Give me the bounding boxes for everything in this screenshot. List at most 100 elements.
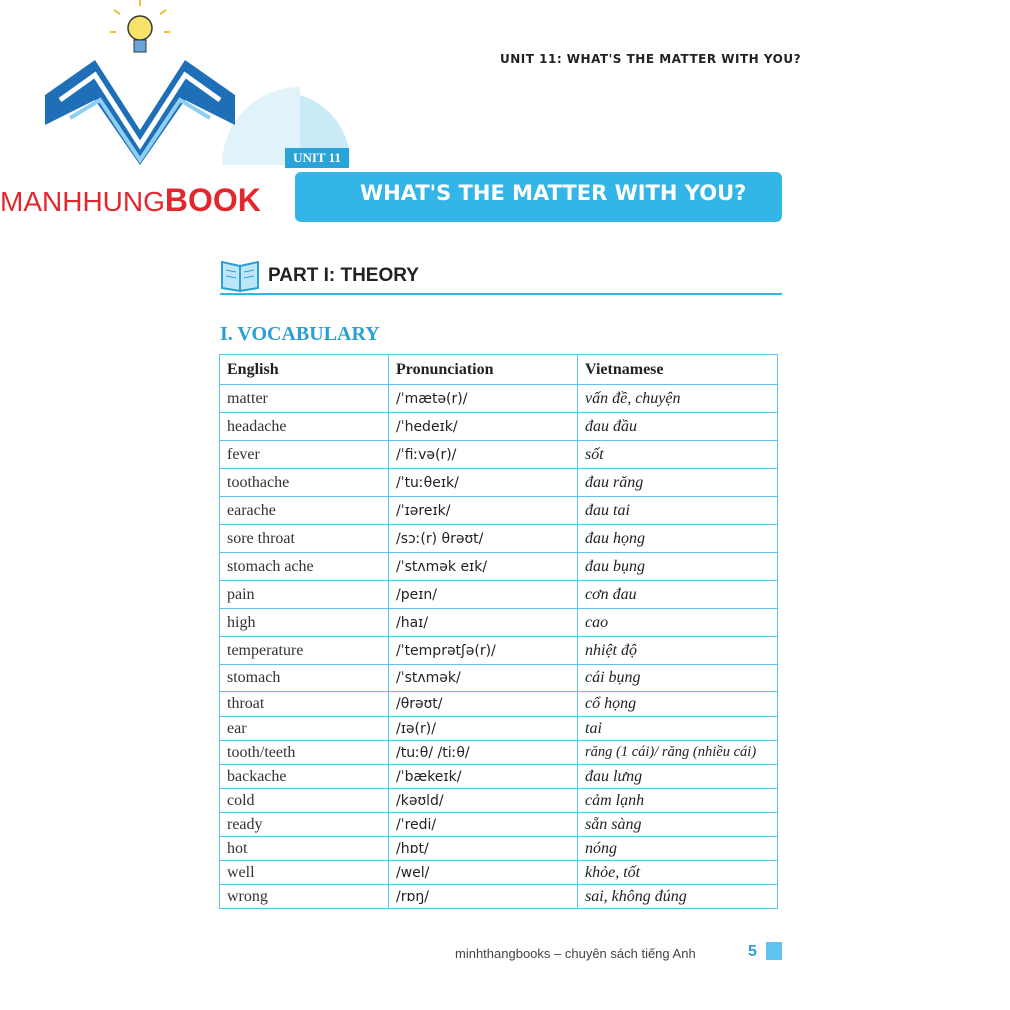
table-cell: fever — [219, 440, 389, 469]
column-header: English — [219, 354, 389, 385]
table-cell: toothache — [219, 468, 389, 497]
brand-right: BOOK — [164, 182, 261, 218]
table-cell: earache — [219, 496, 389, 525]
table-cell: tai — [577, 716, 778, 741]
unit-tag: UNIT 11 — [285, 148, 349, 168]
table-cell: /kəʊld/ — [388, 788, 578, 813]
table-cell: headache — [219, 412, 389, 441]
table-row: fever/ˈfiːvə(r)/sốt — [219, 440, 778, 469]
table-cell: ear — [219, 716, 389, 741]
table-cell: đau họng — [577, 524, 778, 553]
table-row: headache/ˈhedeɪk/đau đầu — [219, 412, 778, 441]
table-cell: cao — [577, 608, 778, 637]
footer-text: minhthangbooks – chuyên sách tiếng Anh — [455, 946, 696, 961]
table-cell: nóng — [577, 836, 778, 861]
book-icon — [221, 260, 259, 292]
part-title: PART I: THEORY — [268, 265, 419, 286]
table-row: sore throat/sɔː(r) θrəʊt/đau họng — [219, 524, 778, 553]
table-cell: cái bụng — [577, 664, 778, 692]
table-row: ready/ˈredi/sẵn sàng — [219, 812, 778, 837]
table-row: ear/ɪə(r)/tai — [219, 716, 778, 741]
table-cell: stomach ache — [219, 552, 389, 581]
table-cell: /ɪə(r)/ — [388, 716, 578, 741]
table-row: matter/ˈmætə(r)/vấn đề, chuyện — [219, 384, 778, 413]
table-row: well/wel/khỏe, tốt — [219, 860, 778, 885]
table-cell: /ˈstʌmək/ — [388, 664, 578, 692]
vocab-table: English Pronunciation Vietnamese matter/ˈmæ… — [219, 354, 778, 909]
table-cell: khỏe, tốt — [577, 860, 778, 885]
table-cell: tooth/teeth — [219, 740, 389, 765]
table-cell: đau đầu — [577, 412, 778, 441]
table-row: cold/kəʊld/cảm lạnh — [219, 788, 778, 813]
table-cell: high — [219, 608, 389, 637]
header-row: English Pronunciation Vietnamese — [219, 354, 778, 385]
table-cell: /rɒŋ/ — [388, 884, 578, 909]
table-cell: răng (1 cái)/ răng (nhiều cái) — [577, 740, 778, 765]
table-cell: nhiệt độ — [577, 636, 778, 665]
subsection-title: I. VOCABULARY — [220, 323, 380, 345]
table-cell: backache — [219, 764, 389, 789]
table-row: temperature/ˈtemprətʃə(r)/nhiệt độ — [219, 636, 778, 665]
table-cell: stomach — [219, 664, 389, 692]
table-row: tooth/teeth/tuːθ/ /tiːθ/răng (1 cái)/ ră… — [219, 740, 778, 765]
table-row: wrong/rɒŋ/sai, không đúng — [219, 884, 778, 909]
table-cell: /ˈbækeɪk/ — [388, 764, 578, 789]
table-row: high/haɪ/cao — [219, 608, 778, 637]
banner — [295, 172, 782, 222]
table-cell: /ˈmætə(r)/ — [388, 384, 578, 413]
table-cell: throat — [219, 691, 389, 717]
table-row: pain/peɪn/cơn đau — [219, 580, 778, 609]
table-row: backache/ˈbækeɪk/đau lưng — [219, 764, 778, 789]
table-cell: sẵn sàng — [577, 812, 778, 837]
table-cell: /sɔː(r) θrəʊt/ — [388, 524, 578, 553]
table-cell: /tuːθ/ /tiːθ/ — [388, 740, 578, 765]
table-cell: sai, không đúng — [577, 884, 778, 909]
page-marker — [766, 942, 782, 960]
table-cell: đau răng — [577, 468, 778, 497]
table-cell: sore throat — [219, 524, 389, 553]
table-cell: temperature — [219, 636, 389, 665]
table-cell: /ˈtemprətʃə(r)/ — [388, 636, 578, 665]
logo-art — [45, 0, 351, 165]
table-cell: /peɪn/ — [388, 580, 578, 609]
column-header: Vietnamese — [577, 354, 778, 385]
running-title: UNIT 11: WHAT'S THE MATTER WITH YOU? — [500, 52, 802, 66]
table-cell: well — [219, 860, 389, 885]
column-header: Pronunciation — [388, 354, 578, 385]
divider — [220, 293, 782, 295]
table-cell: wrong — [219, 884, 389, 909]
table-cell: cảm lạnh — [577, 788, 778, 813]
table-cell: /wel/ — [388, 860, 578, 885]
table-cell: vấn đề, chuyện — [577, 384, 778, 413]
table-row: toothache/ˈtuːθeɪk/đau răng — [219, 468, 778, 497]
table-cell: /ˈredi/ — [388, 812, 578, 837]
table-cell: /θrəʊt/ — [388, 691, 578, 717]
page-number: 5 — [748, 943, 757, 960]
table-cell: /hɒt/ — [388, 836, 578, 861]
table-cell: pain — [219, 580, 389, 609]
banner-title: WHAT'S THE MATTER WITH YOU? — [360, 181, 747, 205]
table-cell: /ˈfiːvə(r)/ — [388, 440, 578, 469]
table-cell: cơn đau — [577, 580, 778, 609]
table-cell: cold — [219, 788, 389, 813]
table-row: throat/θrəʊt/cổ họng — [219, 691, 778, 717]
table-body: English Pronunciation Vietnamese matter/ˈmæ… — [219, 354, 778, 909]
table-cell: matter — [219, 384, 389, 413]
table-cell: đau bụng — [577, 552, 778, 581]
table-cell: sốt — [577, 440, 778, 469]
table-cell: /haɪ/ — [388, 608, 578, 637]
table-row: stomach ache/ˈstʌmək eɪk/đau bụng — [219, 552, 778, 581]
table-cell: /ˈhedeɪk/ — [388, 412, 578, 441]
table-cell: /ˈtuːθeɪk/ — [388, 468, 578, 497]
table-cell: đau tai — [577, 496, 778, 525]
table-row: earache/ˈɪəreɪk/đau tai — [219, 496, 778, 525]
table-row: stomach/ˈstʌmək/cái bụng — [219, 664, 778, 692]
table-cell: /ˈɪəreɪk/ — [388, 496, 578, 525]
table-cell: /ˈstʌmək eɪk/ — [388, 552, 578, 581]
brand-left: MANHHUNG — [0, 186, 165, 217]
table-cell: cổ họng — [577, 691, 778, 717]
table-cell: hot — [219, 836, 389, 861]
table-row: hot/hɒt/nóng — [219, 836, 778, 861]
table-cell: đau lưng — [577, 764, 778, 789]
